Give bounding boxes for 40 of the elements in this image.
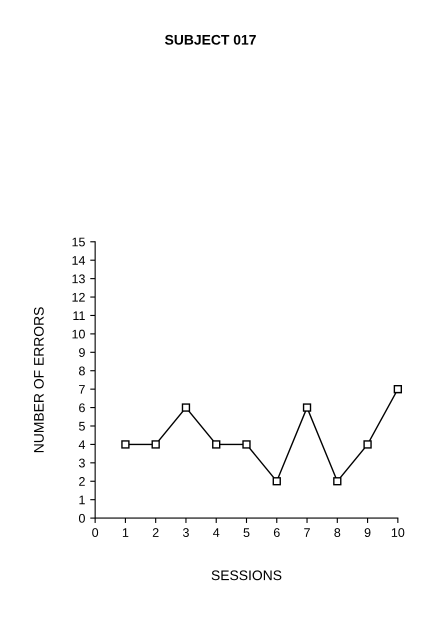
point (302, 403, 312, 412)
point (272, 477, 281, 486)
y-tick-label: 8 (79, 366, 85, 376)
point (121, 440, 130, 449)
x-tick-label: 10 (392, 528, 404, 538)
y-tick-label: 12 (72, 292, 85, 302)
y-tick-label: 14 (72, 256, 86, 265)
y-tick-label: 9 (79, 348, 85, 357)
y-tick-label: 11 (73, 311, 85, 320)
point (363, 440, 372, 449)
x-tick-label: 4 (213, 528, 220, 537)
x-tick-label: 8 (334, 528, 340, 538)
y-axis-title: NUMBER OF ERRORS (34, 307, 44, 452)
y-tick-label: 10 (72, 330, 85, 339)
x-tick-label: 9 (364, 528, 370, 538)
y-tick-label: 6 (79, 403, 85, 412)
x-tick-label: 7 (304, 528, 310, 537)
y-tick-label: 2 (79, 477, 85, 486)
y-tick-label: 5 (78, 422, 85, 431)
x-tick-label: 5 (244, 528, 250, 538)
y-tick-label: 15 (72, 238, 85, 246)
x-tick-label: 2 (152, 528, 159, 537)
y-tick-label: 4 (78, 440, 86, 449)
y-tick-label: 7 (79, 385, 85, 394)
x-tick-label: 0 (92, 528, 98, 538)
point (182, 403, 190, 412)
y-tick-label: 3 (78, 458, 85, 468)
point (394, 384, 402, 394)
x-axis-title: SESSIONS (212, 570, 282, 580)
x-tick-label: 6 (274, 528, 280, 538)
chart-title: SUBJECT 017 (164, 34, 256, 45)
point (242, 440, 251, 449)
point (212, 440, 220, 449)
x-tick-label: 1 (122, 528, 128, 537)
y-tick-label: 1 (79, 496, 85, 504)
y-tick-label: 0 (78, 514, 85, 523)
x-tick-label: 3 (182, 528, 189, 538)
y-tick-label: 13 (72, 274, 85, 284)
point (152, 440, 160, 449)
point (333, 477, 342, 486)
